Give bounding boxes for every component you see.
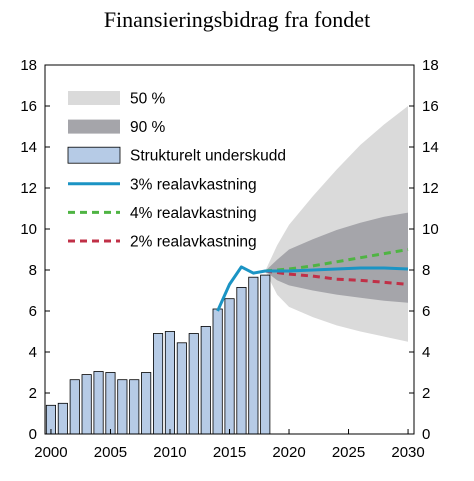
x-tick-label-2010: 2010	[153, 444, 186, 461]
bar-2016	[236, 286, 247, 435]
y-tick-label-left-10: 10	[20, 221, 37, 238]
legend-label-bars: Strukturelt underskudd	[130, 148, 286, 165]
bar-2009	[152, 333, 164, 435]
y-tick-label-right-0: 0	[422, 426, 430, 443]
confidence-bands	[265, 106, 408, 342]
y-tick-label-right-4: 4	[422, 344, 430, 361]
y-tick-label-left-8: 8	[29, 262, 37, 279]
y-tick-label-right-12: 12	[422, 180, 439, 197]
x-tick-label-2000: 2000	[34, 444, 67, 461]
legend-label-band_90: 90 %	[130, 119, 166, 136]
y-tick-label-left-4: 4	[29, 344, 37, 361]
bar-2012	[188, 333, 199, 435]
legend-label-line_2pct: 2% realavkastning	[130, 234, 257, 251]
y-tick-label-left-18: 18	[20, 57, 37, 74]
y-tick-label-left-12: 12	[20, 180, 37, 197]
x-tick-label-2005: 2005	[94, 444, 127, 461]
x-tick-label-2020: 2020	[272, 444, 305, 461]
legend-label-line_4pct: 4% realavkastning	[130, 205, 257, 222]
chart-title: Finansieringsbidrag fra fondet	[104, 7, 370, 32]
bar-2002	[69, 379, 80, 435]
y-tick-label-right-8: 8	[422, 262, 430, 279]
bar-2011	[176, 342, 187, 435]
x-tick-label-2025: 2025	[332, 444, 365, 461]
legend: 50 % 90 % Strukturelt underskudd 3% realavk…	[67, 91, 286, 251]
bar-series	[45, 274, 271, 435]
legend-label-band_50: 50 %	[130, 91, 166, 108]
line-series	[216, 248, 409, 312]
y-tick-label-left-0: 0	[29, 426, 37, 443]
bar-2006	[117, 379, 128, 435]
legend-swatch-band_50	[68, 91, 120, 105]
bar-2017	[248, 276, 259, 435]
bar-2001	[57, 402, 68, 435]
axes: 0 0 2 2 4 4 6 6 8 8 10 10 12 12 14 14 16 16 18 18 2000 2005 20…	[20, 57, 438, 461]
y-tick-label-left-14: 14	[20, 139, 37, 156]
bar-2015	[224, 298, 235, 435]
bar-2014	[212, 308, 223, 435]
bar-2010	[164, 331, 176, 435]
y-tick-label-right-2: 2	[422, 385, 430, 402]
bar-2005	[105, 372, 116, 435]
legend-swatch-band_90	[68, 119, 120, 134]
legend-label-line_3pct: 3% realavkastning	[130, 176, 257, 193]
bar-2004	[93, 371, 104, 435]
bar-2007	[129, 379, 140, 435]
line-4pct	[265, 248, 409, 273]
y-tick-label-left-2: 2	[29, 385, 37, 402]
y-tick-label-right-16: 16	[422, 98, 439, 115]
bar-2018	[260, 274, 271, 435]
legend-swatch-bars	[67, 146, 121, 164]
y-tick-label-left-6: 6	[29, 303, 37, 320]
y-tick-label-right-14: 14	[422, 139, 439, 156]
x-tick-label-2015: 2015	[213, 444, 246, 461]
y-tick-label-right-6: 6	[422, 303, 430, 320]
bar-2008	[141, 372, 152, 435]
bar-2013	[200, 325, 211, 435]
bar-2003	[81, 374, 92, 435]
line-2pct	[265, 269, 409, 286]
x-tick-label-2030: 2030	[391, 444, 424, 461]
line-3pct	[216, 265, 409, 312]
y-tick-label-left-16: 16	[20, 98, 37, 115]
y-tick-label-right-10: 10	[422, 221, 439, 238]
band-90	[265, 212, 408, 303]
y-tick-label-right-18: 18	[422, 57, 439, 74]
